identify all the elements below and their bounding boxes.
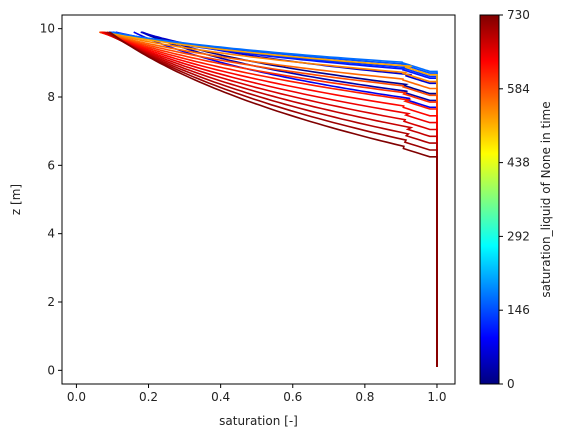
- colorbar-gradient: [479, 14, 500, 385]
- colorbar-tick-label: 292: [507, 229, 530, 243]
- plot-area: [61, 14, 456, 385]
- series-layer: [99, 31, 438, 367]
- x-tick-label: 0.0: [67, 390, 86, 404]
- colorbar: 0 146 292 438 584 730 saturation_liquid of No…: [479, 8, 553, 391]
- y-axis: 0 2 4 6 8 10: [40, 22, 62, 377]
- y-tick-label: 10: [40, 22, 55, 36]
- x-tick-label: 0.8: [355, 390, 374, 404]
- colorbar-label: saturation_liquid of None in time: [539, 101, 553, 297]
- saturation-profile-line: [101, 31, 438, 367]
- plot-frame: [61, 14, 456, 385]
- x-tick-label: 0.6: [283, 390, 302, 404]
- y-axis-label: z [m]: [9, 184, 23, 215]
- y-tick-label: 8: [47, 90, 55, 104]
- x-tick-label: 1.0: [427, 390, 446, 404]
- y-tick-label: 0: [47, 363, 55, 377]
- y-tick-label: 6: [47, 158, 55, 172]
- colorbar-tick-label: 0: [507, 377, 515, 391]
- saturation-profile-line: [102, 31, 438, 367]
- x-axis: 0.0 0.2 0.4 0.6 0.8 1.0: [67, 384, 447, 404]
- saturation-profile-line: [102, 31, 438, 367]
- saturation-profile-line: [101, 31, 438, 367]
- y-tick-label: 2: [47, 295, 55, 309]
- saturation-profile-line: [99, 31, 438, 367]
- colorbar-tick-label: 730: [507, 8, 530, 22]
- plot-background: [62, 15, 455, 384]
- colorbar-ticks: 0 146 292 438 584 730: [499, 8, 530, 391]
- x-axis-label: saturation [-]: [219, 414, 298, 428]
- saturation-profile-line: [108, 31, 438, 367]
- saturation-profile-line: [100, 31, 438, 367]
- colorbar-tick-label: 146: [507, 303, 530, 317]
- x-tick-label: 0.2: [139, 390, 158, 404]
- x-tick-label: 0.4: [211, 390, 230, 404]
- saturation-profile-line: [103, 31, 438, 367]
- colorbar-tick-label: 438: [507, 156, 530, 170]
- colorbar-tick-label: 584: [507, 82, 530, 96]
- saturation-profile-line: [109, 31, 438, 367]
- y-tick-label: 4: [47, 227, 55, 241]
- saturation-profile-line: [99, 31, 438, 367]
- saturation-profile-line: [99, 31, 438, 367]
